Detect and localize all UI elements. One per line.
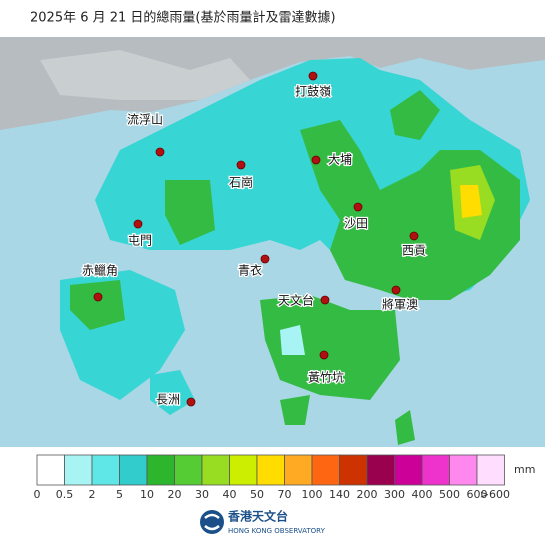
- legend-label: 2: [89, 488, 96, 501]
- station-dot: [93, 292, 103, 302]
- legend-swatch: [36, 454, 65, 486]
- station-dot: [409, 231, 419, 241]
- station-dot: [319, 350, 329, 360]
- station-label: 沙田: [344, 217, 368, 231]
- station-label: 黃竹坑: [308, 370, 344, 385]
- station-label: 青衣: [238, 263, 262, 278]
- logo-zh: 香港天文台: [227, 509, 288, 524]
- legend-swatch: [256, 454, 285, 486]
- legend-swatch: [91, 454, 120, 486]
- legend-swatch: [119, 454, 148, 486]
- legend-swatch: [229, 454, 258, 486]
- legend-label: 0.5: [56, 488, 74, 501]
- station-label: 將軍澳: [382, 297, 418, 312]
- legend-label: 20: [168, 488, 182, 501]
- legend-label: 300: [384, 488, 405, 501]
- station-dot: [155, 147, 165, 157]
- station-label: 西貢: [402, 244, 426, 258]
- legend-label: 10: [140, 488, 154, 501]
- station-label: 石崗: [229, 176, 253, 190]
- station-dot: [186, 397, 196, 407]
- station-dot: [320, 295, 330, 305]
- legend-swatch: [449, 454, 478, 486]
- station-dot: [311, 155, 321, 165]
- station-dot: [236, 160, 246, 170]
- station-label: 長洲: [156, 393, 180, 407]
- legend-label: 100: [302, 488, 323, 501]
- station-dot: [308, 71, 318, 81]
- station-label: 打鼓嶺: [295, 85, 331, 99]
- legend-label: 140: [329, 488, 350, 501]
- legend-swatch: [476, 454, 505, 486]
- legend-swatch: [201, 454, 230, 486]
- legend-label: 5: [116, 488, 123, 501]
- legend-label: 500: [439, 488, 460, 501]
- station-dot: [353, 202, 363, 212]
- station-label: 大埔: [328, 153, 352, 167]
- logo: 香港天文台 HONG KONG OBSERVATORY: [200, 509, 326, 535]
- legend-swatch: [64, 454, 93, 486]
- legend-swatch: [311, 454, 340, 486]
- legend-label: 50: [250, 488, 264, 501]
- legend-swatch: [284, 454, 313, 486]
- legend-swatch: [394, 454, 423, 486]
- legend-label: 200: [357, 488, 378, 501]
- legend-label: 70: [278, 488, 292, 501]
- legend-swatch: [174, 454, 203, 486]
- map: [0, 37, 545, 447]
- station-label: 屯門: [128, 234, 152, 248]
- legend-swatch: [339, 454, 368, 486]
- legend-label: 0: [34, 488, 41, 501]
- legend-label: 600: [467, 488, 488, 501]
- legend-swatch: [421, 454, 450, 486]
- station-dot: [391, 285, 401, 295]
- station-dot: [260, 254, 270, 264]
- legend-label: 40: [223, 488, 237, 501]
- legend-swatch: [146, 454, 175, 486]
- logo-en: HONG KONG OBSERVATORY: [228, 527, 326, 535]
- legend-unit: mm: [514, 463, 535, 476]
- station-label: 流浮山: [127, 113, 163, 127]
- legend-label: 30: [195, 488, 209, 501]
- legend: mm: [514, 463, 535, 476]
- legend-label: 400: [412, 488, 433, 501]
- legend-label: >600: [480, 488, 510, 501]
- title: 2025年 6 月 21 日的總雨量(基於雨量計及雷達數據): [30, 10, 336, 26]
- station-label: 赤鱲角: [82, 264, 118, 278]
- legend-swatch: [366, 454, 395, 486]
- station-label: 天文台: [278, 293, 314, 308]
- station-dot: [133, 219, 143, 229]
